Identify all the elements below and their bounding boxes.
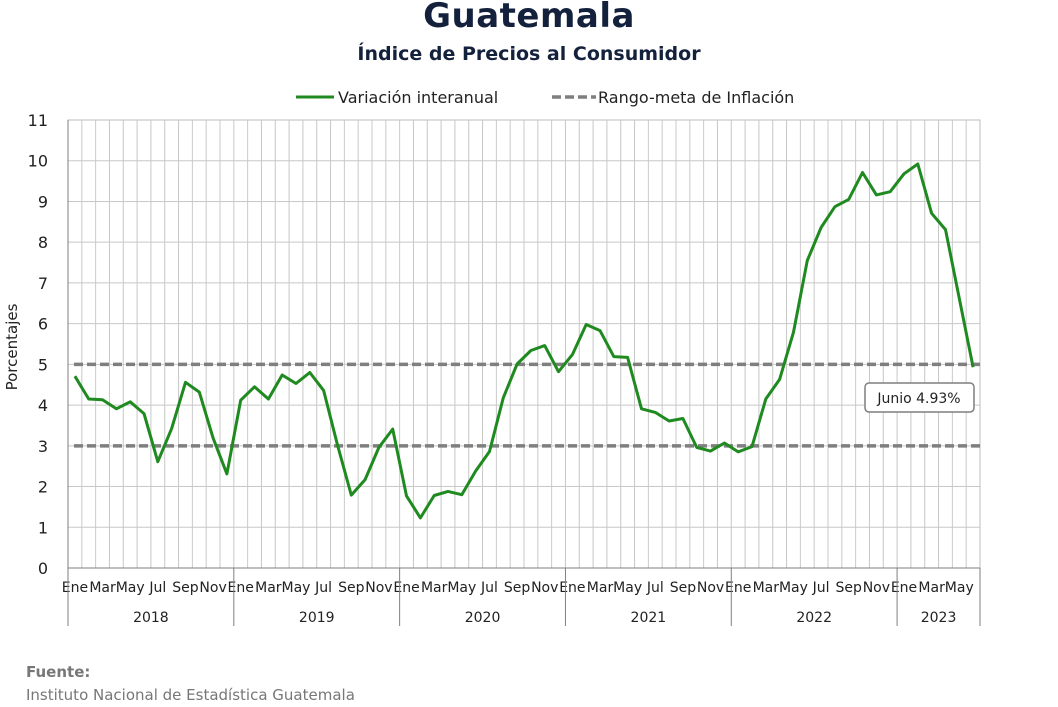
x-tick-label: Ene — [725, 580, 751, 596]
legend-label-variacion: Variación interanual — [338, 88, 498, 107]
x-tick-label: May — [613, 580, 642, 596]
x-tick-label: Mar — [753, 580, 780, 596]
x-tick-label: Ene — [62, 580, 88, 596]
y-tick-label: 7 — [38, 274, 48, 293]
x-tick-label: Nov — [531, 580, 558, 596]
annotation-box — [864, 382, 975, 413]
x-tick-label: Jul — [480, 580, 498, 596]
y-tick-label: 9 — [38, 192, 48, 211]
year-label: 2019 — [299, 610, 335, 626]
x-tick-label: May — [116, 580, 145, 596]
x-tick-label: Ene — [393, 580, 419, 596]
x-tick-label: Jul — [314, 580, 332, 596]
annotation-text: Junio 4.93% — [876, 391, 960, 407]
page-title: Guatemala — [423, 0, 635, 36]
y-tick-label: 4 — [38, 396, 48, 415]
y-axis-label: Porcentajes — [3, 303, 21, 390]
x-tick-label: Mar — [421, 580, 448, 596]
x-tick-label: May — [447, 580, 476, 596]
source-label: Fuente: — [26, 663, 91, 681]
x-tick-label: Sep — [504, 580, 531, 596]
x-tick-label: Nov — [863, 580, 890, 596]
target-range-lines — [74, 362, 980, 448]
x-tick-label: May — [282, 580, 311, 596]
source-text: Instituto Nacional de Estadística Guatem… — [26, 686, 355, 704]
x-tick-label: Ene — [228, 580, 254, 596]
chart-legend: Variación interanual Rango-meta de Inflac… — [296, 88, 794, 107]
x-tick-label: Sep — [836, 580, 863, 596]
x-tick-label: Jul — [646, 580, 664, 596]
year-label: 2020 — [465, 610, 501, 626]
annotation-callout: Junio 4.93% — [864, 382, 975, 413]
y-tick-label: 0 — [38, 559, 48, 578]
x-tick-label: Mar — [89, 580, 116, 596]
x-tick-label: Mar — [587, 580, 614, 596]
x-tick-label: Nov — [199, 580, 226, 596]
year-label: 2022 — [796, 610, 832, 626]
legend-label-rango-meta: Rango-meta de Inflación — [598, 88, 794, 107]
chart-grid — [67, 119, 981, 569]
y-tick-label: 1 — [38, 518, 48, 537]
y-tick-label: 5 — [38, 355, 48, 374]
x-tick-label: Mar — [255, 580, 282, 596]
y-tick-label: 11 — [28, 111, 48, 130]
x-tick-label: Jul — [812, 580, 830, 596]
y-tick-label: 10 — [28, 152, 48, 171]
x-tick-label: Mar — [918, 580, 945, 596]
x-tick-label: Nov — [697, 580, 724, 596]
x-tick-label: Ene — [891, 580, 917, 596]
series-line-variacion-interanual — [73, 162, 975, 520]
x-tick-label: Jul — [148, 580, 166, 596]
year-label: 2023 — [921, 610, 957, 626]
x-tick-label: Ene — [559, 580, 585, 596]
y-tick-label: 2 — [38, 478, 48, 497]
x-tick-label: May — [779, 580, 808, 596]
y-tick-label: 3 — [38, 437, 48, 456]
year-label: 2021 — [631, 610, 667, 626]
x-tick-label: Nov — [365, 580, 392, 596]
x-tick-label: Sep — [172, 580, 199, 596]
chart-subtitle: Índice de Precios al Consumidor — [357, 43, 701, 65]
x-tick-label: May — [945, 580, 974, 596]
year-label: 2018 — [133, 610, 169, 626]
y-tick-label: 6 — [38, 315, 48, 334]
x-tick-label: Sep — [338, 580, 365, 596]
x-tick-label: Sep — [670, 580, 697, 596]
y-tick-label: 8 — [38, 233, 48, 252]
